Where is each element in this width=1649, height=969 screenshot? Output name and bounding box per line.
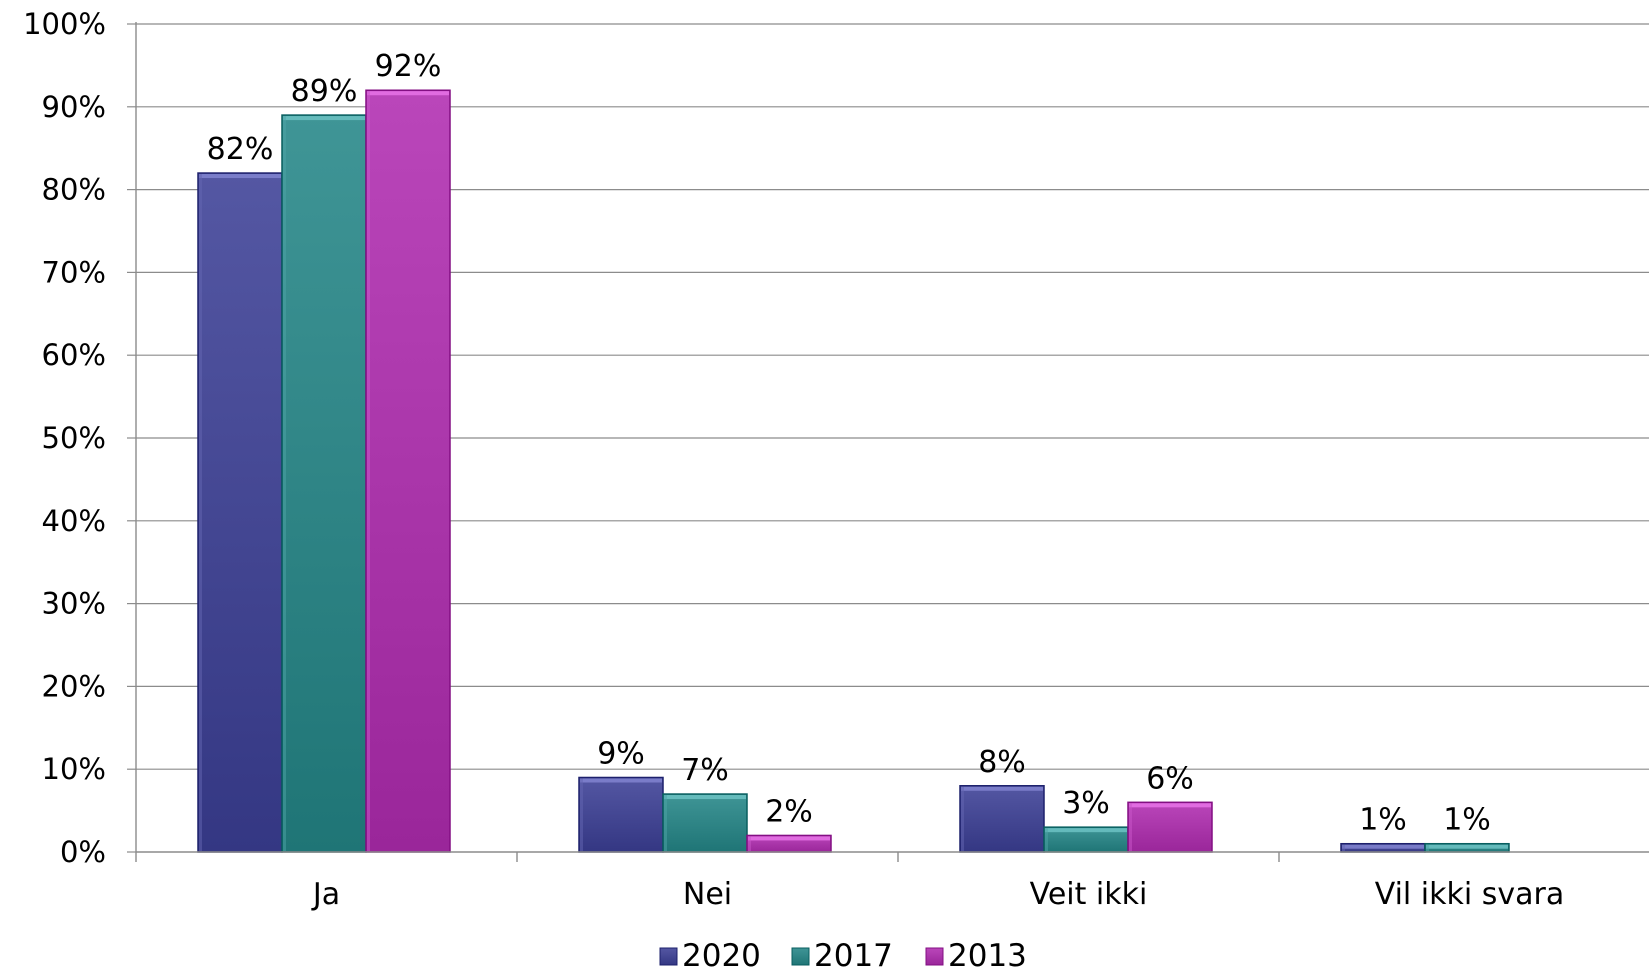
x-category-label: Veit ikki xyxy=(1030,877,1148,912)
bar-2017-ja xyxy=(281,114,367,853)
data-label: 1% xyxy=(1359,803,1407,838)
y-tick-label: 40% xyxy=(42,504,106,538)
data-label: 1% xyxy=(1443,803,1491,838)
y-tick-label: 0% xyxy=(60,835,106,869)
category-labels: Ja Nei Veit ikki Vil ikki svara xyxy=(311,877,1564,912)
data-labels: 82% 89% 92% 9% 7% 2% 8% 3% 6% 1% 1% xyxy=(207,49,1491,837)
x-category-label: Nei xyxy=(683,877,732,912)
legend-label: 2017 xyxy=(814,938,893,969)
bar-2013-ja xyxy=(365,89,451,853)
legend-label: 2020 xyxy=(682,938,761,969)
y-tick-label: 20% xyxy=(42,669,106,703)
legend-label: 2013 xyxy=(948,938,1027,969)
x-category-label: Ja xyxy=(311,877,340,912)
legend-swatch xyxy=(659,947,678,966)
data-label: 82% xyxy=(207,132,274,167)
bar-2020-vil-ikki-svara xyxy=(1340,842,1426,853)
data-label: 6% xyxy=(1146,761,1194,796)
bar-2013-nei xyxy=(746,834,832,853)
bar-2017-nei xyxy=(662,793,748,853)
y-tick-label: 60% xyxy=(42,338,106,372)
legend-item-2017: 2017 xyxy=(791,938,893,969)
legend-swatch xyxy=(925,947,944,966)
x-category-label: Vil ikki svara xyxy=(1375,877,1565,912)
legend-item-2013: 2013 xyxy=(925,938,1027,969)
y-axis-tick-labels: 0% 10% 20% 30% 40% 50% 60% 70% 80% 90% 100% xyxy=(23,7,106,869)
data-label: 2% xyxy=(765,794,813,829)
bars xyxy=(197,89,1510,853)
data-label: 7% xyxy=(681,753,729,788)
bar-2020-veit-ikki xyxy=(959,785,1045,853)
legend: 2020 2017 2013 xyxy=(659,938,1027,969)
bar-2013-veit-ikki xyxy=(1127,801,1213,853)
y-tick-label: 30% xyxy=(42,587,106,621)
data-label: 92% xyxy=(375,49,442,84)
bar-2020-nei xyxy=(578,776,664,853)
y-tick-label: 100% xyxy=(23,7,106,41)
data-label: 89% xyxy=(291,74,358,109)
legend-swatch xyxy=(791,947,810,966)
y-tick-label: 10% xyxy=(42,752,106,786)
data-label: 9% xyxy=(597,736,645,771)
y-tick-label: 70% xyxy=(42,255,106,289)
data-label: 8% xyxy=(978,745,1026,780)
y-tick-label: 50% xyxy=(42,421,106,455)
legend-item-2020: 2020 xyxy=(659,938,761,969)
bar-2017-veit-ikki xyxy=(1043,826,1129,853)
y-tick-label: 90% xyxy=(42,90,106,124)
data-label: 3% xyxy=(1062,786,1110,821)
y-tick-label: 80% xyxy=(42,173,106,207)
bar-2017-vil-ikki-svara xyxy=(1424,842,1510,853)
axes xyxy=(135,22,1649,862)
bar-2020-ja xyxy=(197,172,283,853)
